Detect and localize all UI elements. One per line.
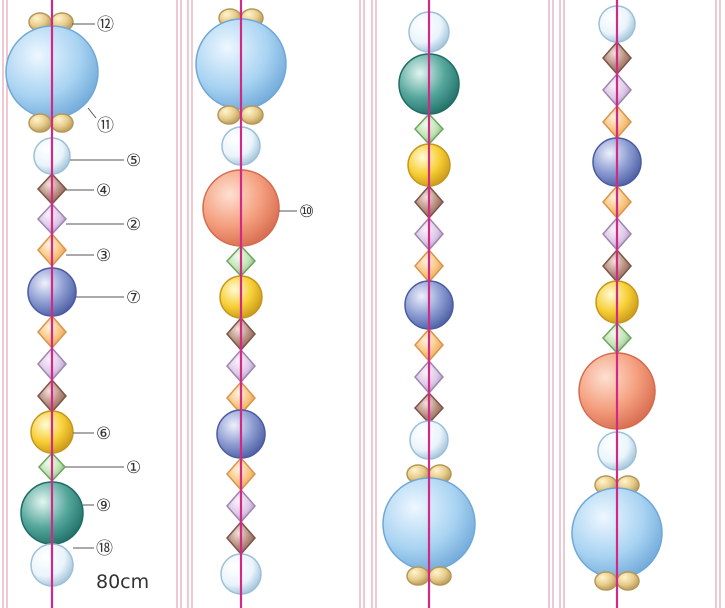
label-6: ⑥ — [96, 424, 111, 444]
strand-3 — [382, 0, 476, 608]
label-10: ⑩ — [299, 202, 314, 222]
panel-frame-4 — [559, 0, 721, 608]
strand-2: ⑩ — [195, 0, 314, 608]
tan-bead-pair — [28, 113, 74, 133]
label-12: ⑫ — [97, 15, 114, 35]
label-3: ③ — [96, 246, 111, 266]
label-18: ⑱ — [96, 539, 113, 559]
label-4: ④ — [96, 181, 111, 201]
label-1: ① — [126, 458, 141, 478]
panel-frame-1 — [2, 0, 182, 608]
strand-1: ⑫ ⑪ ⑤ ④ ② ③ ⑦ ⑥ ① ⑨ ⑱ 80cm — [5, 0, 149, 608]
label-7: ⑦ — [126, 288, 141, 308]
panel-frame-3 — [371, 0, 554, 608]
tan-bead-pair — [406, 566, 452, 586]
label-9: ⑨ — [96, 496, 111, 516]
panel-frame-2 — [187, 0, 365, 608]
label-5: ⑤ — [126, 151, 141, 171]
strand-4 — [571, 0, 663, 608]
tan-bead-pair — [594, 571, 640, 591]
tan-bead-pair — [217, 105, 264, 125]
label-2: ② — [126, 215, 141, 235]
strand-length: 80cm — [96, 571, 149, 593]
callouts: ⑫ ⑪ ⑤ ④ ② ③ ⑦ ⑥ ① ⑨ ⑱ 80cm — [65, 15, 149, 593]
label-11: ⑪ — [97, 116, 114, 136]
